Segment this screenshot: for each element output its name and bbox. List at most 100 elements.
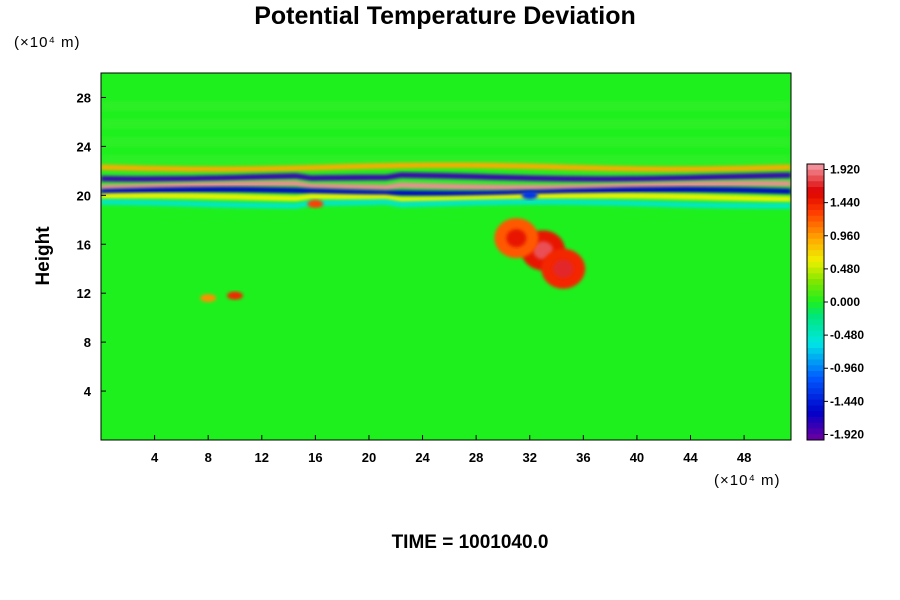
x-tick-label: 8 xyxy=(205,450,212,465)
colorbar-tick-label: 0.000 xyxy=(830,295,860,309)
colorbar-tick-label: -0.960 xyxy=(830,361,864,375)
colorbar-segment xyxy=(807,336,824,343)
colorbar-segment xyxy=(807,325,824,332)
colorbar-segment xyxy=(807,238,824,245)
colorbar-segment xyxy=(807,342,824,349)
colorbar-segment xyxy=(807,290,824,297)
colorbar-segment xyxy=(807,164,824,171)
colorbar-segment xyxy=(807,198,824,205)
y-axis-ticks: 4 8 12 16 20 24 28 xyxy=(77,90,106,399)
y-tick-label: 12 xyxy=(77,286,91,301)
heatmap-band xyxy=(101,186,791,197)
colorbar-segment xyxy=(807,279,824,286)
x-tick-label: 48 xyxy=(737,450,751,465)
colorbar-segment xyxy=(807,422,824,429)
colorbar-tick-label: -0.480 xyxy=(830,328,864,342)
colorbar-segment xyxy=(807,273,824,280)
colorbar-segment xyxy=(807,434,824,441)
colorbar-tick-label: -1.440 xyxy=(830,394,864,408)
y-tick-label: 8 xyxy=(84,335,91,350)
x-tick-label: 20 xyxy=(362,450,376,465)
x-tick-label: 36 xyxy=(576,450,590,465)
colorbar-segment xyxy=(807,313,824,320)
colorbar-segment xyxy=(807,388,824,395)
heatmap-feature xyxy=(521,191,538,200)
heatmap-band xyxy=(101,199,791,209)
colorbar-segment xyxy=(807,192,824,199)
x-tick-label: 44 xyxy=(683,450,698,465)
colorbar-segment xyxy=(807,302,824,309)
colorbar-segment xyxy=(807,187,824,194)
colorbar-segment xyxy=(807,394,824,401)
heatmap-feature xyxy=(226,291,243,300)
colorbar-segment xyxy=(807,233,824,240)
colorbar-segment xyxy=(807,365,824,372)
colorbar-tick-label: 1.920 xyxy=(830,163,860,177)
colorbar-segment xyxy=(807,371,824,378)
colorbar-segment xyxy=(807,261,824,268)
colorbar-segment xyxy=(807,215,824,222)
colorbar-segment xyxy=(807,411,824,418)
x-tick-label: 28 xyxy=(469,450,483,465)
y-tick-label: 20 xyxy=(77,188,91,203)
y-axis-unit: (×10⁴ m) xyxy=(14,34,81,51)
colorbar-segment xyxy=(807,296,824,303)
colorbar-segment xyxy=(807,256,824,263)
colorbar-segment xyxy=(807,399,824,406)
y-tick-label: 28 xyxy=(77,90,91,105)
colorbar-segment xyxy=(807,376,824,383)
colorbar-segment xyxy=(807,284,824,291)
colorbar-segment xyxy=(807,175,824,182)
colorbar-segment xyxy=(807,417,824,424)
heatmap-feature-core xyxy=(553,259,574,278)
colorbar-tick-label: -1.920 xyxy=(830,427,864,441)
x-tick-label: 32 xyxy=(523,450,537,465)
x-axis-unit: (×10⁴ m) xyxy=(714,472,781,489)
time-label: TIME = 1001040.0 xyxy=(391,532,549,553)
y-tick-label: 24 xyxy=(77,139,92,154)
colorbar-segment xyxy=(807,244,824,251)
x-tick-label: 4 xyxy=(151,450,159,465)
heatmap-band xyxy=(101,162,791,172)
plot-frame xyxy=(100,72,792,441)
chart-title: Potential Temperature Deviation xyxy=(254,2,636,30)
colorbar-segment xyxy=(807,169,824,176)
colorbar-segment xyxy=(807,267,824,274)
colorbar-tick-label: 0.480 xyxy=(830,262,860,276)
heatmap-texture xyxy=(101,103,791,109)
heatmap-texture xyxy=(101,157,791,163)
colorbar-segment xyxy=(807,210,824,217)
colorbar-segment xyxy=(807,204,824,211)
colorbar-segment xyxy=(807,250,824,257)
y-tick-label: 4 xyxy=(84,384,92,399)
heatmap-feature xyxy=(307,199,324,208)
heatmap-band xyxy=(101,172,791,182)
colorbar-segment xyxy=(807,353,824,360)
heatmap-background xyxy=(101,73,791,440)
heatmap-texture xyxy=(101,121,791,127)
colorbar: 1.920 1.440 0.960 0.480 0.000 -0.480 -0.960 -1.… xyxy=(806,163,864,441)
colorbar-segment xyxy=(807,330,824,337)
y-tick-label: 16 xyxy=(77,237,91,252)
x-tick-label: 16 xyxy=(308,450,322,465)
colorbar-tick-label: 0.960 xyxy=(830,229,860,243)
colorbar-segment xyxy=(807,307,824,314)
colorbar-segment xyxy=(807,348,824,355)
x-tick-label: 40 xyxy=(630,450,644,465)
x-tick-label: 24 xyxy=(415,450,430,465)
colorbar-segment xyxy=(807,181,824,188)
heatmap-texture xyxy=(101,139,791,145)
heatmap-band xyxy=(101,193,791,203)
colorbar-segment xyxy=(807,221,824,228)
colorbar-segment xyxy=(807,359,824,366)
colorbar-segment xyxy=(807,319,824,326)
colorbar-tick-label: 1.440 xyxy=(830,196,860,210)
colorbar-segment xyxy=(807,405,824,412)
colorbar-segment xyxy=(807,428,824,435)
colorbar-segment xyxy=(807,227,824,234)
colorbar-segment xyxy=(807,382,824,389)
heatmap-feature xyxy=(200,294,217,303)
x-axis-ticks: 4 8 12 16 20 24 28 32 36 40 44 48 xyxy=(151,435,751,465)
x-tick-label: 12 xyxy=(255,450,269,465)
